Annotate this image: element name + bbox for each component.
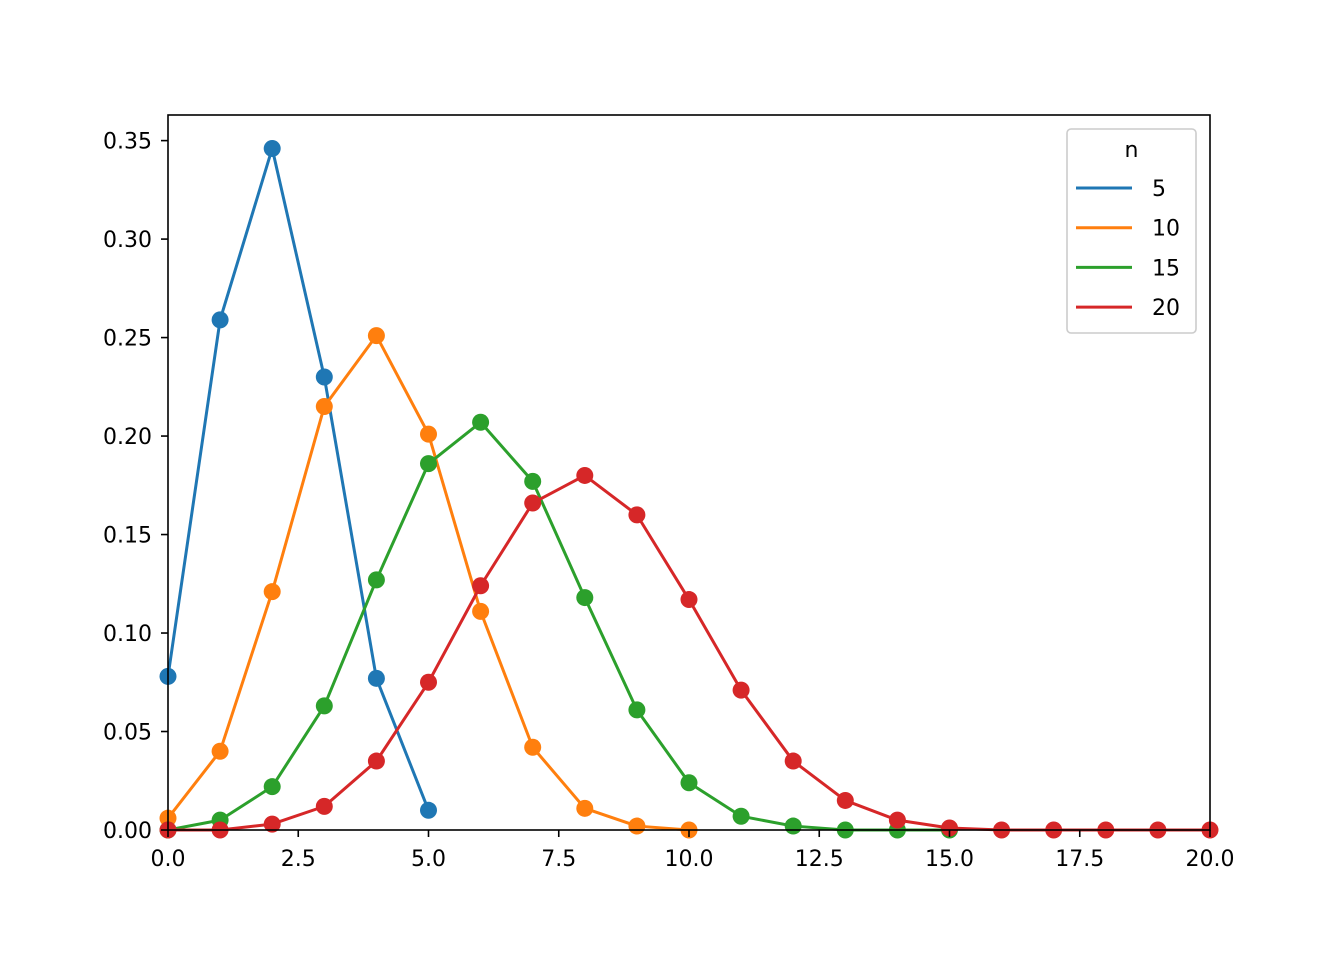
plot-area (159, 139, 1219, 839)
data-point-5-1 (211, 311, 229, 329)
data-point-10-8 (576, 799, 594, 817)
data-point-20-4 (367, 752, 385, 770)
data-point-15-11 (732, 807, 750, 825)
legend: n 5 10 15 20 (1066, 128, 1197, 334)
data-point-20-11 (732, 681, 750, 699)
data-point-15-8 (576, 589, 594, 607)
data-point-5-4 (367, 669, 385, 687)
x-tick-label: 7.5 (541, 847, 576, 872)
legend-entries: 5 10 15 20 (1076, 177, 1180, 321)
x-tick-label: 0.0 (151, 847, 186, 872)
data-point-10-1 (211, 742, 229, 760)
data-point-15-5 (420, 455, 437, 473)
legend-label: 5 (1152, 177, 1166, 202)
series-5 (159, 139, 437, 819)
data-point-5-5 (420, 801, 437, 819)
data-point-20-10 (680, 591, 698, 609)
data-point-10-2 (263, 583, 281, 601)
y-tick-label: 0.30 (103, 228, 152, 253)
data-point-10-5 (420, 425, 437, 443)
y-tick-label: 0.00 (103, 819, 152, 844)
legend-entry-5: 5 (1076, 177, 1166, 202)
x-tick-label: 15.0 (925, 847, 974, 872)
legend-box (1066, 128, 1197, 334)
series-10 (159, 327, 698, 839)
legend-label: 20 (1152, 296, 1180, 321)
y-tick-label: 0.25 (103, 327, 152, 352)
data-point-20-7 (524, 494, 542, 512)
legend-entry-15: 15 (1076, 256, 1180, 281)
data-point-20-3 (315, 797, 333, 815)
data-point-20-2 (263, 815, 281, 833)
series-line-5 (166, 146, 431, 813)
data-point-20-6 (472, 577, 490, 595)
legend-label: 15 (1152, 256, 1180, 281)
x-tick-label: 20.0 (1186, 847, 1235, 872)
data-point-20-8 (576, 466, 594, 484)
legend-title: n (1125, 138, 1139, 163)
data-point-20-12 (784, 752, 802, 770)
y-tick-label: 0.20 (103, 425, 152, 450)
y-tick-label: 0.10 (103, 622, 152, 647)
data-point-10-6 (472, 602, 490, 620)
data-point-10-9 (628, 817, 646, 835)
data-point-15-6 (472, 413, 490, 431)
data-point-20-9 (628, 506, 646, 524)
legend-entry-10: 10 (1076, 217, 1180, 242)
y-tick-label: 0.15 (103, 524, 152, 549)
data-point-15-12 (784, 817, 802, 835)
data-point-10-7 (524, 738, 542, 756)
legend-entry-20: 20 (1076, 296, 1180, 321)
x-tick-label: 5.0 (411, 847, 446, 872)
y-tick-label: 0.35 (103, 130, 152, 155)
x-tick-label: 2.5 (281, 847, 316, 872)
data-point-15-3 (315, 697, 333, 715)
data-point-20-5 (420, 673, 437, 691)
data-point-20-13 (836, 791, 854, 809)
data-point-15-4 (367, 571, 385, 589)
data-point-15-2 (263, 778, 281, 796)
data-point-10-4 (367, 327, 385, 345)
y-tick-label: 0.05 (103, 721, 152, 746)
data-point-15-9 (628, 701, 646, 719)
series-line-15 (166, 420, 951, 832)
data-point-5-3 (315, 368, 333, 386)
data-point-20-14 (888, 811, 906, 829)
data-point-5-2 (263, 139, 281, 157)
x-axis: 0.0 2.5 5.0 7.5 10.0 12.5 15.0 17.5 20.0 (151, 830, 1235, 872)
x-tick-label: 17.5 (1055, 847, 1104, 872)
data-point-10-3 (315, 398, 333, 416)
y-axis: 0.00 0.05 0.10 0.15 0.20 0.25 0.30 0.35 (103, 130, 168, 844)
data-point-20-15 (941, 819, 958, 837)
legend-label: 10 (1152, 217, 1180, 242)
x-tick-label: 10.0 (665, 847, 714, 872)
data-point-15-7 (524, 472, 542, 490)
data-point-15-10 (680, 774, 698, 792)
x-tick-label: 12.5 (795, 847, 844, 872)
